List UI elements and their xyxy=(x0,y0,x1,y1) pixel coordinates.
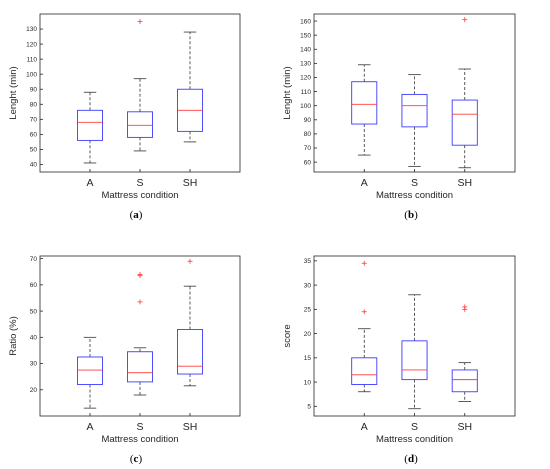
outlier-marker xyxy=(137,271,143,277)
y-tick-label: 60 xyxy=(30,132,38,139)
y-tick-label: 20 xyxy=(304,331,312,338)
y-tick-label: 80 xyxy=(30,101,38,108)
y-tick-label: 60 xyxy=(30,282,38,289)
y-tick-label: 80 xyxy=(304,131,312,138)
x-tick-label-s: S xyxy=(136,421,143,433)
outlier-marker xyxy=(137,19,143,25)
x-axis-label: Mattress condition xyxy=(101,190,178,201)
y-tick-label: 40 xyxy=(30,335,38,342)
box-a xyxy=(351,81,378,125)
box-sh xyxy=(451,369,478,393)
y-tick-label: 130 xyxy=(300,61,311,68)
x-tick-label-a: A xyxy=(86,177,93,189)
y-tick-label: 30 xyxy=(304,282,312,289)
y-tick-label: 150 xyxy=(300,32,311,39)
x-tick-label-s: S xyxy=(136,177,143,189)
y-tick-label: 25 xyxy=(304,307,312,314)
panel-b: 60 70 80 90 100 110 120 130 140 150 160 A S SH Mattres… xyxy=(282,13,516,201)
y-tick-label: 60 xyxy=(304,159,312,166)
y-axis-label: Ratio (%) xyxy=(8,316,19,356)
x-tick-label-sh: SH xyxy=(183,177,198,189)
y-axis-label: score xyxy=(282,324,293,347)
y-tick-label: 90 xyxy=(30,86,38,93)
y-tick-label: 50 xyxy=(30,147,38,154)
y-axis-label: Lenght (min) xyxy=(282,66,293,119)
panel-c: 20 30 40 50 60 70 A S SH Mattress condition Ratio … xyxy=(8,255,241,445)
caption-d: (d) xyxy=(404,453,418,465)
y-tick-label: 100 xyxy=(300,103,311,110)
box-a xyxy=(77,356,103,385)
x-axis-label: Mattress condition xyxy=(376,190,453,201)
y-tick-label: 5 xyxy=(307,404,311,411)
box-s xyxy=(401,93,428,128)
outlier-marker xyxy=(187,258,193,264)
y-tick-label: 70 xyxy=(304,145,312,152)
y-tick-label: 90 xyxy=(304,117,312,124)
y-tick-label: 15 xyxy=(304,355,312,362)
caption-a: (a) xyxy=(130,209,143,221)
y-tick-label: 110 xyxy=(301,89,312,96)
outlier-marker xyxy=(462,17,468,23)
y-tick-label: 110 xyxy=(27,56,38,63)
x-tick-label-s: S xyxy=(411,421,418,433)
box-s xyxy=(127,351,153,383)
panel-d: 5 10 15 20 25 30 35 A S SH Mattress condition score xyxy=(282,255,516,445)
x-axis-label: Mattress condition xyxy=(376,434,453,445)
x-tick-label-a: A xyxy=(86,421,93,433)
y-tick-label: 40 xyxy=(30,162,38,169)
y-tick-label: 35 xyxy=(304,258,312,265)
y-tick-label: 140 xyxy=(300,46,311,53)
outlier-marker xyxy=(462,304,468,310)
y-tick-label: 10 xyxy=(304,379,312,386)
caption-c: (c) xyxy=(130,453,143,465)
x-tick-label-a: A xyxy=(361,177,368,189)
x-tick-label-a: A xyxy=(361,421,368,433)
y-tick-label: 70 xyxy=(30,256,38,263)
y-tick-label: 100 xyxy=(26,71,37,78)
box-sh xyxy=(451,99,478,146)
box-s xyxy=(401,340,428,381)
y-tick-label: 50 xyxy=(30,308,38,315)
y-tick-label: 120 xyxy=(300,75,311,82)
y-tick-label: 70 xyxy=(30,117,38,124)
box-sh xyxy=(177,328,203,375)
y-tick-label: 130 xyxy=(26,26,37,33)
y-tick-label: 160 xyxy=(300,18,311,25)
outlier-marker xyxy=(361,260,367,266)
x-axis-label: Mattress condition xyxy=(101,434,178,445)
outlier-marker xyxy=(361,309,367,315)
x-tick-label-sh: SH xyxy=(457,177,472,189)
outlier-marker xyxy=(137,299,143,305)
y-tick-label: 120 xyxy=(26,41,37,48)
box-a xyxy=(77,109,103,141)
y-axis-label: Lenght (min) xyxy=(8,66,19,119)
box-s xyxy=(127,111,153,138)
box-a xyxy=(351,357,378,385)
caption-b: (b) xyxy=(404,209,418,221)
x-tick-label-s: S xyxy=(411,177,418,189)
x-tick-label-sh: SH xyxy=(457,421,472,433)
x-tick-label-sh: SH xyxy=(183,421,198,433)
y-tick-label: 20 xyxy=(30,387,38,394)
y-tick-label: 30 xyxy=(30,361,38,368)
panel-a: 40 50 60 70 80 90 100 110 120 130 A S SH Mattress con… xyxy=(8,13,241,201)
